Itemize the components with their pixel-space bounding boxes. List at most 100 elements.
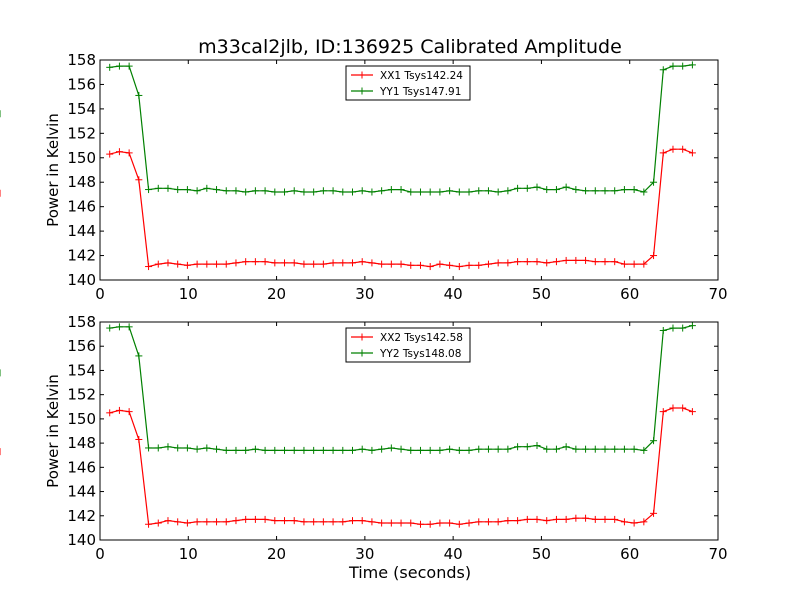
data-point <box>601 258 609 266</box>
data-point <box>582 187 590 195</box>
data-point <box>329 518 337 526</box>
data-point <box>572 186 580 194</box>
data-point <box>630 260 638 268</box>
data-point <box>232 259 240 267</box>
data-point <box>416 446 424 454</box>
data-point <box>611 258 619 266</box>
data-point <box>281 446 289 454</box>
legend: XX1 Tsys142.24 YY1 Tsys147.91 <box>345 65 471 101</box>
data-point <box>203 260 211 268</box>
y-tick-label: 146 <box>67 198 96 216</box>
data-point <box>242 258 250 266</box>
data-point <box>436 519 444 527</box>
data-point <box>387 519 395 527</box>
data-point <box>465 519 473 527</box>
data-point <box>620 518 628 526</box>
y-tick-label: 142 <box>67 247 96 265</box>
data-point <box>232 187 240 195</box>
data-point <box>378 260 386 268</box>
data-point <box>261 515 269 523</box>
data-point <box>378 519 386 527</box>
data-point <box>378 187 386 195</box>
data-point <box>339 259 347 267</box>
data-point <box>300 446 308 454</box>
data-point <box>611 445 619 453</box>
data-point <box>135 176 143 184</box>
y-tick-label: 148 <box>67 173 96 191</box>
data-point <box>242 515 250 523</box>
data-point <box>174 518 182 526</box>
data-point <box>407 446 415 454</box>
data-point <box>115 406 123 414</box>
data-point <box>650 178 658 186</box>
data-point <box>475 187 483 195</box>
x-tick-label: 20 <box>267 285 286 303</box>
data-point <box>251 258 259 266</box>
data-point <box>281 517 289 525</box>
data-point <box>591 445 599 453</box>
data-point <box>659 149 667 157</box>
data-point <box>106 324 114 332</box>
data-point <box>329 187 337 195</box>
data-point <box>115 62 123 70</box>
data-point <box>319 446 327 454</box>
data-point <box>688 149 696 157</box>
data-point <box>630 519 638 527</box>
data-point <box>523 443 531 451</box>
data-point <box>611 515 619 523</box>
data-point <box>358 258 366 266</box>
y-tick-label: 152 <box>67 386 96 404</box>
plot-area <box>99 59 719 281</box>
data-point <box>494 518 502 526</box>
data-point <box>135 435 143 443</box>
data-point <box>164 443 172 451</box>
data-point <box>650 509 658 517</box>
data-point <box>562 443 570 451</box>
data-point <box>688 61 696 69</box>
data-point <box>300 518 308 526</box>
x-tick-label: 30 <box>355 285 374 303</box>
data-point <box>193 445 201 453</box>
x-tick-label: 60 <box>620 285 639 303</box>
y-tick-label: 150 <box>67 149 96 167</box>
y-axis-label: Power in Kelvin <box>44 374 62 488</box>
data-point <box>378 445 386 453</box>
data-point <box>368 446 376 454</box>
data-point <box>319 187 327 195</box>
data-point <box>145 520 153 528</box>
data-point <box>679 324 687 332</box>
y-tick-label: 154 <box>67 361 96 379</box>
data-point <box>397 445 405 453</box>
x-tick-label: 30 <box>355 545 374 563</box>
data-point <box>475 518 483 526</box>
x-tick-label: 10 <box>179 285 198 303</box>
data-point <box>193 187 201 195</box>
data-point <box>154 260 162 268</box>
data-point <box>533 258 541 266</box>
data-point <box>446 261 454 269</box>
data-point <box>659 326 667 334</box>
data-point <box>339 446 347 454</box>
x-tick-label: 50 <box>532 545 551 563</box>
data-point <box>669 324 677 332</box>
data-point <box>504 517 512 525</box>
data-point <box>591 187 599 195</box>
data-point <box>251 515 259 523</box>
data-point <box>358 517 366 525</box>
legend-label: XX2 Tsys142.58 <box>380 332 463 344</box>
data-point <box>222 260 230 268</box>
data-point <box>339 518 347 526</box>
data-point <box>601 445 609 453</box>
data-point <box>416 520 424 528</box>
x-axis-label: Time (seconds) <box>348 563 471 582</box>
legend-label: YY1 Tsys147.91 <box>379 86 461 98</box>
data-point <box>348 188 356 196</box>
chart-title: m33cal2jlb, ID:136925 Calibrated Amplitu… <box>198 36 622 58</box>
y-tick-label: 150 <box>67 410 96 428</box>
x-tick-label: 60 <box>620 545 639 563</box>
data-point <box>552 445 560 453</box>
data-point <box>533 183 541 191</box>
data-point <box>222 187 230 195</box>
data-point <box>251 445 259 453</box>
